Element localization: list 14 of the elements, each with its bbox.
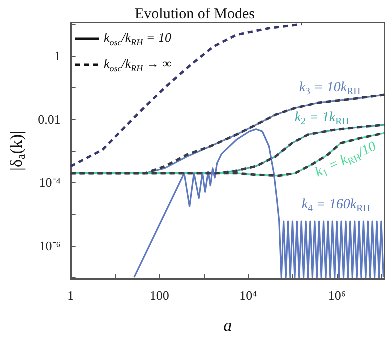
- y-tick-label: 0.01: [38, 112, 61, 127]
- x-axis-title: a: [224, 316, 232, 335]
- y-tick-label: 10⁻⁶: [39, 238, 61, 254]
- y-tick-label: 1: [54, 48, 61, 64]
- annotation: k$_{osc}$/k$_{RH}$ → ∞: [104, 56, 172, 74]
- y-axis-title: |δa(k)|: [7, 131, 28, 171]
- annotation: k1 = kRH/10: [313, 139, 379, 181]
- x-tick-label: 1: [68, 288, 74, 303]
- y-tick-label: 10⁻⁴: [39, 175, 62, 190]
- x-tick-label: 10⁴: [240, 288, 258, 303]
- x-tick-label: 10⁶: [328, 288, 346, 303]
- chart-title: Evolution of Modes: [135, 6, 256, 22]
- annotation: k$_{osc}$/k$_{RH}$ = 10: [104, 30, 172, 48]
- x-tick-label: 100: [150, 288, 170, 303]
